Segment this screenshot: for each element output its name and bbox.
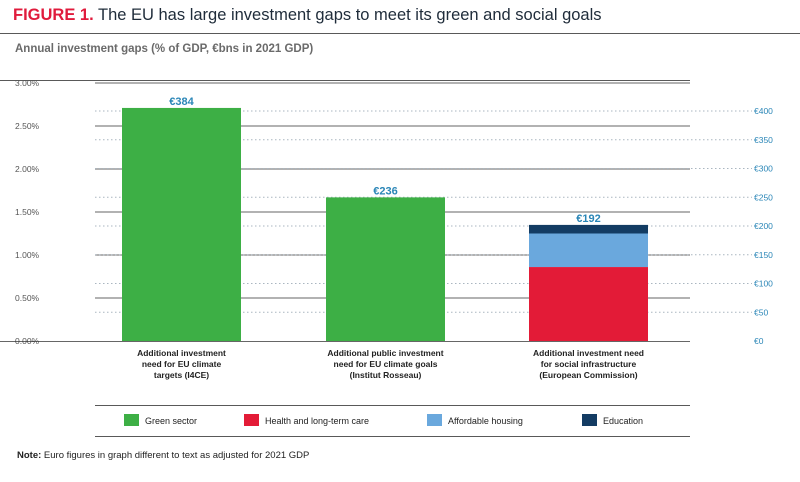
legend-swatch [124,414,139,426]
note-label: Note: [17,450,42,461]
legend-label: Affordable housing [448,416,523,426]
y-tick-right: €200 [754,221,773,231]
x-category-label: need for EU climate goals [334,359,438,369]
y-tick-left: 0.00% [15,336,40,346]
figure-title: FIGURE 1. The EU has large investment ga… [13,6,602,25]
x-category-label: for social infrastructure [541,359,637,369]
y-tick-right: €150 [754,250,773,260]
x-category-label: targets (I4CE) [154,370,209,380]
x-category-label: (Institut Rosseau) [350,370,422,380]
note-text: Euro figures in graph different to text … [43,450,310,461]
y-tick-right: €350 [754,135,773,145]
figure-title-text: The EU has large investment gaps to meet… [97,6,602,24]
legend-label: Health and long-term care [265,416,369,426]
y-tick-right: €250 [754,192,773,202]
x-category-label: Additional investment [137,348,226,358]
x-category-label: (European Commission) [539,370,637,380]
bar-total-label: €236 [373,185,397,197]
legend-swatch [244,414,259,426]
note: Note: Euro figures in graph different to… [17,450,309,461]
x-category-label: Additional investment need [533,348,644,358]
figure-label: FIGURE 1. [13,6,94,24]
y-tick-right: €100 [754,279,773,289]
x-category-label: need for EU climate [142,359,222,369]
legend-label: Green sector [145,416,197,426]
y-tick-right: €50 [754,307,768,317]
bar-total-label: €384 [169,96,194,108]
bar-2-series-1 [529,267,648,341]
y-tick-left: 2.00% [15,164,40,174]
y-tick-left: 0.50% [15,293,40,303]
legend-label: Education [603,416,643,426]
y-tick-left: 2.50% [15,121,40,131]
y-tick-right: €300 [754,164,773,174]
chart-subtitle: Annual investment gaps (% of GDP, €bns i… [15,43,314,55]
y-tick-right: €0 [754,336,764,346]
legend-swatch [427,414,442,426]
bar-2-series-2 [529,233,648,268]
y-tick-left: 1.50% [15,207,40,217]
bar-total-label: €192 [576,213,600,225]
legend-swatch [582,414,597,426]
bar-1-series-0 [326,197,445,341]
bar-0-series-0 [122,107,241,341]
bar-2-series-3 [529,224,648,234]
x-category-label: Additional public investment [327,348,443,358]
y-tick-left: 1.00% [15,250,40,260]
y-tick-left: 3.00% [15,78,40,88]
y-tick-right: €400 [754,106,773,116]
